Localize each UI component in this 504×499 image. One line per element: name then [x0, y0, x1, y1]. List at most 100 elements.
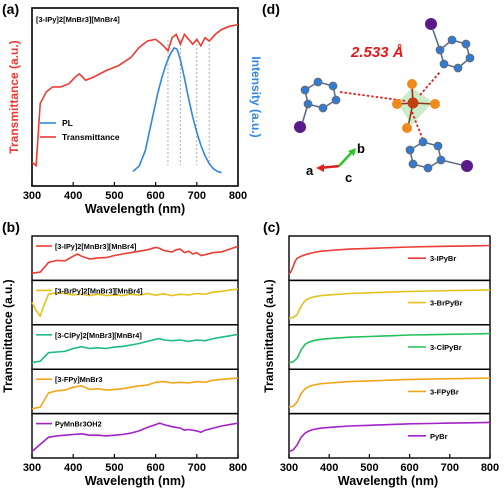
- panel-c-ylabel: Transmittance (a.u.): [262, 279, 276, 392]
- panel-b-xtick-label: 500: [105, 462, 123, 474]
- pyridine-left-atom: [328, 81, 338, 91]
- panel-b-legend-label: [3-FPy]MnBr3: [55, 375, 102, 384]
- panel-c-chart: Transmittance (a.u.) Wavelength (nm) 3-I…: [262, 235, 499, 488]
- panel-a-letter: (a): [2, 1, 19, 17]
- panel-a-xtick-label: 500: [105, 190, 123, 202]
- panel-c-series-line: [288, 421, 491, 453]
- panel-c-series-line: [288, 377, 491, 408]
- panel-a-frame: [31, 7, 239, 187]
- pyridine-bottom-atom: [433, 141, 443, 151]
- panel-b-series-legend: [3-IPy]2[MnBr3][MnBr4]: [36, 242, 137, 251]
- panel-c-xtick-label: 500: [360, 462, 378, 474]
- panel-b-legend-label: [3-IPy]2[MnBr3][MnBr4]: [55, 242, 137, 251]
- panel-c-series-legend: 3-IPyBr: [408, 254, 456, 263]
- panel-c-series-legend: 3-BrPyBr: [408, 299, 463, 308]
- panel-b-series-legend: [3-ClPy]2[MnBr3][MnBr4]: [36, 331, 142, 340]
- panel-b-series-line: [31, 422, 239, 453]
- pyridine-left-atom: [331, 95, 341, 105]
- bromine-atom: [430, 99, 440, 109]
- iodine-atom-left: [294, 121, 306, 133]
- panel-a-xtick-label: 300: [23, 190, 41, 202]
- iodine-bond: [440, 159, 463, 166]
- panel-a-ylabel-left: Transmittance (a.u.): [7, 40, 21, 153]
- pyridine-left: [294, 77, 341, 133]
- panel-c-xlabel: Wavelength (nm): [338, 474, 438, 488]
- pyridine-bottom-atom: [405, 145, 415, 155]
- panel-a-dashed-lines: [167, 40, 210, 165]
- panel-c-xtick-label: 700: [441, 462, 459, 474]
- panel-b-subpanel-frame: [31, 412, 239, 459]
- panel-b-xtick-label: 300: [23, 462, 41, 474]
- panel-c-legend-label: 3-FPyBr: [430, 387, 459, 396]
- panel-a-xtick-label: 600: [146, 190, 164, 202]
- panel-c-series-line: [288, 332, 491, 364]
- iodine-atom-bottom: [461, 160, 473, 172]
- panel-a-xtick-label: 700: [188, 190, 206, 202]
- panel-b-series-line: [31, 377, 239, 410]
- bond-distance-label: 2.533 Å: [350, 44, 404, 61]
- crystal-structure-diagram: 2.533 Å: [294, 18, 475, 185]
- panel-c-series-legend: 3-FPyBr: [408, 387, 459, 396]
- pyridine-bottom-atom: [408, 159, 418, 169]
- panel-c-xtick-label: 800: [481, 462, 499, 474]
- panel-b-series-legend: [3-BrPy]2[MnBr3][MnBr4]: [36, 286, 143, 295]
- manganese-atom: [407, 97, 419, 109]
- pyridine-right: [425, 18, 475, 73]
- crystal-axes: a b c: [306, 141, 365, 185]
- panel-c-legend-label: 3-IPyBr: [430, 254, 456, 263]
- panel-c-xtick-label: 600: [400, 462, 418, 474]
- panel-b-series-line: [31, 245, 239, 274]
- panel-b-series-line: [31, 333, 239, 364]
- panel-b-legend-label: PyMnBr3OH2: [55, 420, 102, 429]
- mn-br-center: [392, 79, 440, 133]
- bromine-atom: [407, 79, 417, 89]
- panel-c-legend-label: 3-ClPyBr: [430, 343, 462, 352]
- panel-b-chart: Transmittance (a.u.) Wavelength (nm) [3-…: [1, 235, 247, 488]
- halogen-bond-bottom: [411, 111, 424, 141]
- axis-a-label: a: [306, 163, 314, 178]
- panel-a-ticks: 300 400 500 600 700 800: [23, 182, 247, 202]
- axis-c-label: c: [345, 170, 352, 185]
- axis-b-arrow: [338, 150, 354, 167]
- panel-a-lines: [31, 23, 239, 174]
- pyridine-right-atom: [439, 59, 449, 69]
- panel-a-xtick-label: 800: [229, 190, 247, 202]
- pyridine-right-atom: [453, 63, 463, 73]
- panel-c-subpanel-frame: [288, 235, 491, 282]
- panel-a-xtick-label: 400: [64, 190, 82, 202]
- panel-c-series-legend: PyBr: [408, 432, 448, 441]
- pyridine-left-atom: [313, 77, 323, 87]
- panel-b-plot: [3-IPy]2[MnBr3][MnBr4] [3-BrPy]2[MnBr3][M…: [23, 235, 247, 474]
- panel-c-letter: (c): [263, 219, 280, 235]
- panel-a-legend: PL Transmittance: [40, 118, 120, 142]
- panel-b-legend-label: [3-BrPy]2[MnBr3][MnBr4]: [55, 286, 143, 295]
- panel-b-xtick-label: 600: [146, 462, 164, 474]
- panel-c-series-line: [288, 244, 491, 275]
- axis-b-label: b: [357, 141, 365, 156]
- legend-pl-label: PL: [62, 118, 73, 128]
- panel-a-series-pl: [132, 46, 222, 174]
- panel-a-xlabel: Wavelength (nm): [85, 202, 185, 216]
- panel-a-series-label: [3-IPy]2[MnBr3][MnBr4]: [36, 15, 120, 24]
- panel-b-xtick-label: 800: [229, 462, 247, 474]
- panel-c-subpanel-frame: [288, 412, 491, 459]
- panel-a-ylabel-right: Intensity (a.u.): [249, 56, 263, 137]
- panel-c-series-legend: 3-ClPyBr: [408, 343, 462, 352]
- pyridine-bottom-atom: [423, 163, 433, 173]
- panel-a-chart: [3-IPy]2[MnBr3][MnBr4] Transmittance (a.…: [7, 7, 263, 216]
- pyridine-right-atom: [461, 39, 471, 49]
- panel-b-series-line: [31, 288, 239, 318]
- pyridine-left-atom: [318, 103, 328, 113]
- panel-b-series-legend: PyMnBr3OH2: [36, 420, 102, 429]
- panel-c-plot: 3-IPyBr 3-BrPyBr 3-ClPyBr 3-FPyBr PyBr 300 400…: [280, 235, 499, 474]
- panel-b-series-legend: [3-FPy]MnBr3: [36, 375, 102, 384]
- halogen-bond-right: [419, 71, 441, 96]
- panel-b-legend-label: [3-ClPy]2[MnBr3][MnBr4]: [55, 331, 142, 340]
- iodine-bond: [301, 103, 309, 125]
- pyridine-left-atom: [300, 85, 310, 95]
- panel-c-xtick-label: 300: [280, 462, 298, 474]
- bromine-atom: [392, 99, 402, 109]
- panel-c-subpanel-frame: [288, 368, 491, 415]
- axis-a-arrowhead: [316, 164, 324, 172]
- pyridine-bottom: [405, 137, 473, 173]
